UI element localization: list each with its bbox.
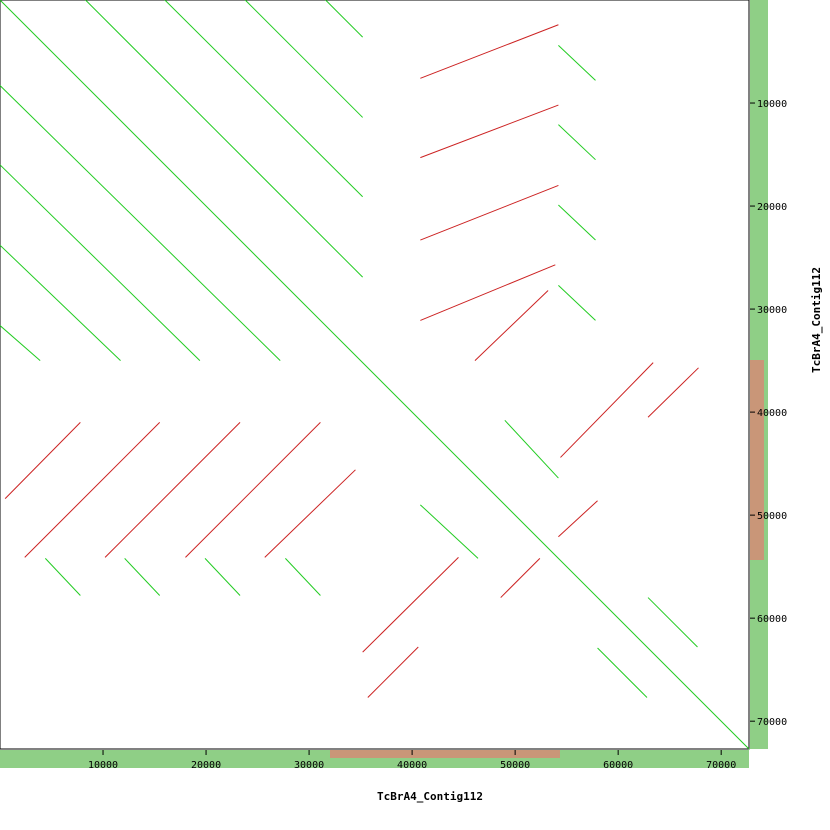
alignment-segment (104, 422, 241, 558)
x-tick-label: 30000 (294, 760, 324, 771)
coverage-strip-bottom (0, 750, 749, 768)
alignment-segment (420, 24, 559, 79)
x-tick-label: 40000 (397, 760, 427, 771)
alignment-segment (558, 44, 596, 81)
alignment-segment (362, 557, 459, 653)
alignment-segment (164, 0, 364, 198)
alignment-segment (500, 558, 541, 598)
alignment-segment (597, 647, 648, 698)
coverage-peak (330, 750, 560, 758)
alignment-segment (420, 264, 556, 321)
alignment-segment (558, 124, 596, 161)
y-tick-label: 60000 (757, 614, 787, 625)
alignment-segment (504, 420, 559, 479)
alignment-segment (24, 422, 161, 558)
alignment-segment (420, 184, 559, 241)
coverage-peak (750, 360, 764, 560)
alignment-segment (647, 367, 699, 418)
alignment-segment (4, 422, 81, 499)
x-axis-title: TcBrA4_Contig112 (377, 790, 483, 803)
alignment-segment (0, 0, 750, 750)
x-tick-label: 20000 (191, 760, 221, 771)
alignment-segment (558, 204, 596, 241)
y-tick-label: 40000 (757, 408, 787, 419)
alignment-segment (204, 558, 241, 596)
alignment-segment (558, 285, 596, 321)
alignment-segment (0, 85, 281, 361)
alignment-segment (0, 325, 41, 361)
y-tick-label: 70000 (757, 717, 787, 728)
alignment-segment (325, 0, 364, 38)
y-tick-label: 30000 (757, 305, 787, 316)
alignment-segment (85, 0, 364, 278)
x-tick-label: 70000 (706, 760, 736, 771)
alignment-segment (420, 504, 479, 559)
alignment-segment (647, 597, 698, 648)
alignment-segment (420, 104, 559, 159)
y-tick-label: 10000 (757, 99, 787, 110)
y-axis-title: TcBrA4_Contig112 (810, 267, 823, 373)
alignment-segment (285, 558, 321, 596)
alignment-segment (558, 500, 598, 538)
x-tick-label: 60000 (603, 760, 633, 771)
x-tick-label: 10000 (88, 760, 118, 771)
alignment-segment (560, 362, 654, 458)
x-tick-label: 50000 (500, 760, 530, 771)
alignment-segment (474, 290, 549, 361)
alignment-segment (185, 422, 321, 558)
alignment-segment (264, 469, 356, 558)
alignment-segment (0, 164, 201, 361)
alignment-segment (367, 646, 419, 698)
alignment-segment (44, 558, 81, 596)
alignment-segment (124, 558, 161, 596)
alignment-segment (0, 244, 121, 361)
y-tick-label: 20000 (757, 202, 787, 213)
y-tick-label: 50000 (757, 511, 787, 522)
alignment-segment (244, 0, 364, 118)
